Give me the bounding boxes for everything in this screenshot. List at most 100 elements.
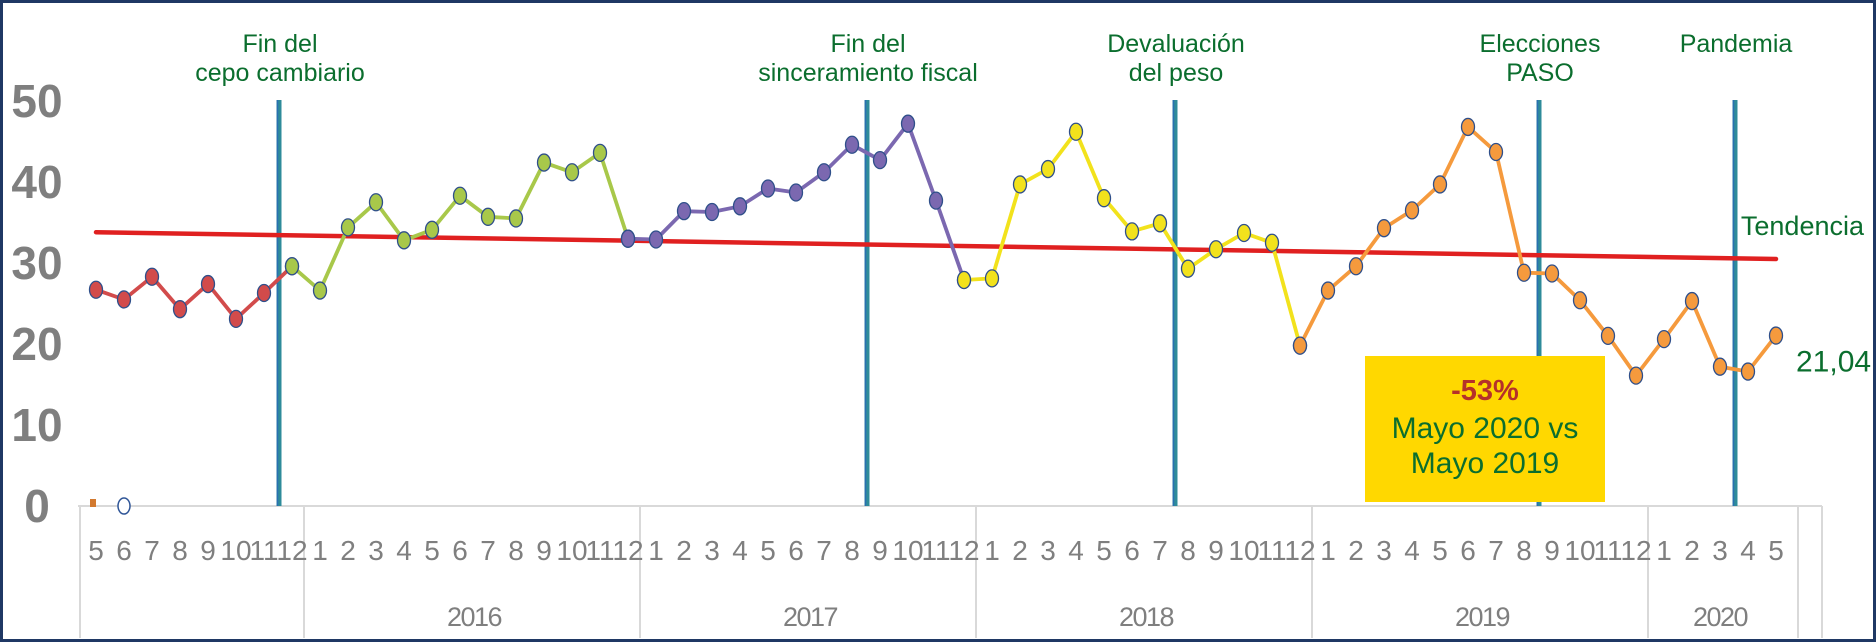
annotation-text: Mayo 2019 bbox=[1411, 447, 1559, 480]
month-tick-label: 3 bbox=[368, 535, 384, 566]
month-tick-label: 6 bbox=[788, 535, 804, 566]
month-tick-label: 11 bbox=[921, 535, 950, 566]
data-point bbox=[592, 143, 608, 162]
data-point bbox=[1096, 189, 1112, 208]
month-tick-label: 7 bbox=[144, 535, 160, 566]
month-tick-label: 11 bbox=[1257, 535, 1286, 566]
month-tick-label: 4 bbox=[1068, 535, 1084, 566]
month-tick-label: 3 bbox=[704, 535, 720, 566]
month-tick-label: 6 bbox=[452, 535, 468, 566]
month-tick-label: 9 bbox=[1208, 535, 1224, 566]
event-label: del peso bbox=[1129, 59, 1224, 87]
data-point bbox=[1656, 329, 1672, 349]
event-label: sinceramiento fiscal bbox=[758, 59, 978, 87]
data-point bbox=[1152, 214, 1168, 233]
data-point bbox=[172, 300, 188, 319]
month-tick-label: 10 bbox=[220, 535, 251, 566]
month-tick-label: 5 bbox=[424, 535, 440, 566]
month-tick-label: 5 bbox=[1096, 535, 1112, 566]
data-point bbox=[1404, 201, 1420, 220]
month-tick-label: 1 bbox=[1320, 535, 1336, 566]
data-point bbox=[1320, 281, 1336, 300]
month-tick-label: 4 bbox=[1404, 535, 1420, 566]
data-point bbox=[396, 231, 412, 250]
data-point bbox=[900, 114, 916, 133]
data-point bbox=[1432, 175, 1448, 194]
data-point bbox=[648, 230, 664, 249]
month-tick-label: 12 bbox=[1620, 535, 1651, 566]
data-point bbox=[1488, 142, 1504, 162]
month-tick-label: 1 bbox=[1656, 535, 1672, 566]
month-tick-label: 9 bbox=[1544, 535, 1560, 566]
data-point bbox=[1348, 257, 1364, 276]
month-tick-label: 8 bbox=[844, 535, 860, 566]
month-tick-label: 12 bbox=[612, 535, 643, 566]
month-tick-label: 2 bbox=[1012, 535, 1028, 566]
data-point bbox=[116, 290, 132, 309]
event-label: Elecciones bbox=[1480, 30, 1601, 58]
data-point bbox=[508, 209, 524, 228]
year-label: 2019 bbox=[1455, 602, 1510, 632]
month-tick-label: 7 bbox=[816, 535, 832, 566]
data-point bbox=[1712, 357, 1728, 376]
month-tick-label: 9 bbox=[536, 535, 552, 566]
data-point bbox=[1040, 159, 1056, 179]
data-point bbox=[1544, 264, 1560, 283]
month-tick-label: 7 bbox=[1488, 535, 1504, 566]
data-point bbox=[1516, 263, 1532, 282]
data-point bbox=[452, 186, 468, 205]
data-point bbox=[788, 183, 804, 202]
month-tick-label: 10 bbox=[1564, 535, 1595, 566]
legend-marker bbox=[90, 499, 96, 507]
month-tick-label: 1 bbox=[648, 535, 664, 566]
month-tick-label: 5 bbox=[88, 535, 104, 566]
data-point bbox=[704, 202, 720, 222]
month-tick-label: 8 bbox=[1180, 535, 1196, 566]
data-point bbox=[1600, 326, 1616, 346]
year-label: 2018 bbox=[1119, 602, 1174, 632]
data-point bbox=[312, 281, 328, 300]
data-point bbox=[1124, 222, 1140, 241]
data-point bbox=[1628, 366, 1644, 385]
trend-label: Tendencia bbox=[1741, 211, 1865, 241]
month-tick-label: 3 bbox=[1040, 535, 1056, 566]
month-tick-label: 10 bbox=[556, 535, 587, 566]
y-tick-label: 20 bbox=[11, 318, 62, 370]
annotation-box bbox=[1365, 356, 1605, 502]
data-point bbox=[1572, 291, 1588, 310]
event-label: Pandemia bbox=[1680, 30, 1793, 58]
month-tick-label: 5 bbox=[1768, 535, 1784, 566]
month-tick-label: 8 bbox=[1516, 535, 1532, 566]
data-point bbox=[1208, 240, 1224, 259]
data-point bbox=[368, 193, 384, 212]
data-point bbox=[480, 207, 496, 226]
event-label: Devaluación bbox=[1107, 30, 1245, 58]
data-point bbox=[816, 163, 832, 182]
data-point bbox=[1376, 219, 1392, 238]
year-label: 2016 bbox=[447, 602, 502, 632]
last-value-label: 21,04 bbox=[1796, 346, 1871, 379]
month-tick-label: 2 bbox=[1348, 535, 1364, 566]
data-point bbox=[1236, 223, 1252, 243]
data-point bbox=[564, 163, 580, 182]
data-point bbox=[340, 218, 356, 237]
y-tick-label: 50 bbox=[11, 75, 62, 127]
event-label: Fin del bbox=[242, 30, 317, 58]
month-tick-label: 8 bbox=[508, 535, 524, 566]
month-tick-label: 11 bbox=[249, 535, 278, 566]
y-tick-label: 40 bbox=[11, 156, 62, 208]
month-tick-label: 6 bbox=[1124, 535, 1140, 566]
data-point bbox=[256, 283, 272, 303]
data-point bbox=[1768, 326, 1784, 345]
data-point bbox=[956, 270, 972, 290]
y-tick-label: 0 bbox=[24, 480, 50, 532]
y-tick-label: 30 bbox=[11, 237, 62, 289]
data-point bbox=[424, 220, 440, 239]
data-point bbox=[536, 153, 552, 172]
data-point bbox=[1264, 233, 1280, 252]
data-point bbox=[620, 229, 636, 248]
data-point bbox=[984, 269, 1000, 288]
month-tick-label: 6 bbox=[1460, 535, 1476, 566]
